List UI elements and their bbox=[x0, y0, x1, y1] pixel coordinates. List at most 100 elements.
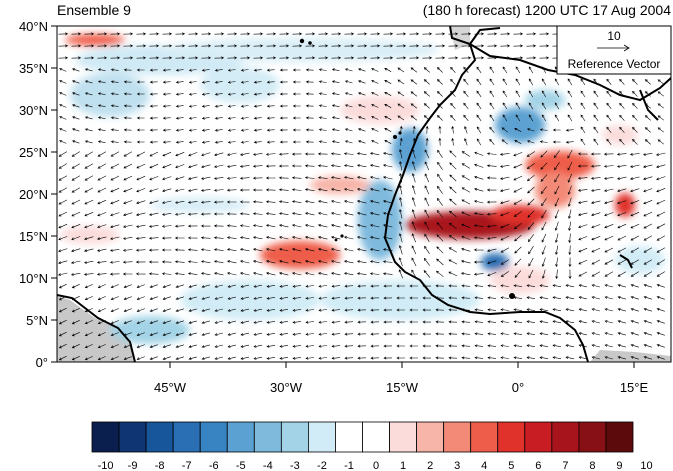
wind-arrow bbox=[278, 164, 289, 168]
wind-arrow bbox=[437, 173, 443, 182]
wind-arrow bbox=[486, 152, 497, 156]
wind-arrow bbox=[188, 164, 198, 169]
wind-arrow bbox=[448, 56, 459, 60]
wind-arrow bbox=[591, 271, 601, 277]
wind-arrow bbox=[617, 259, 627, 265]
wind-arrow bbox=[593, 114, 599, 122]
wind-arrow bbox=[539, 332, 549, 336]
wind-arrow bbox=[357, 44, 368, 48]
wind-arrow bbox=[110, 68, 119, 72]
wind-arrow bbox=[136, 163, 146, 169]
wind-arrow bbox=[424, 161, 430, 171]
wind-arrow bbox=[451, 137, 455, 146]
wind-arrow bbox=[213, 272, 224, 276]
wind-arrow bbox=[370, 356, 380, 360]
wind-arrow bbox=[343, 236, 354, 240]
wind-arrow bbox=[539, 128, 548, 132]
wind-arrow bbox=[617, 284, 626, 288]
wind-arrow bbox=[58, 32, 69, 36]
wind-arrow bbox=[461, 272, 471, 276]
wind-arrow bbox=[279, 128, 288, 132]
wind-arrow bbox=[399, 148, 403, 159]
wind-arrow bbox=[555, 269, 559, 280]
wind-arrow bbox=[630, 284, 639, 288]
wind-arrow bbox=[240, 56, 251, 60]
wind-arrow bbox=[515, 78, 521, 86]
wind-arrow bbox=[239, 188, 250, 192]
wind-arrow bbox=[357, 356, 367, 360]
wind-arrow bbox=[500, 200, 510, 205]
wind-arrow bbox=[591, 296, 600, 300]
wind-arrow bbox=[317, 176, 328, 180]
wind-arrow bbox=[552, 356, 562, 360]
wind-arrow bbox=[97, 296, 106, 301]
wind-arrow bbox=[136, 344, 145, 349]
wind-arrow bbox=[123, 212, 133, 217]
wind-arrow bbox=[227, 284, 236, 288]
wind-arrow bbox=[591, 212, 601, 217]
wind-arrow bbox=[657, 127, 664, 133]
wind-arrow bbox=[175, 344, 184, 348]
wind-arrow bbox=[84, 140, 93, 144]
wind-arrow bbox=[239, 164, 250, 168]
wind-arrow bbox=[450, 102, 456, 109]
wind-arrow bbox=[266, 128, 275, 132]
wind-arrow bbox=[266, 68, 275, 72]
wind-arrow bbox=[526, 44, 537, 48]
wind-arrow bbox=[109, 272, 120, 276]
wind-arrow bbox=[539, 44, 550, 48]
wind-arrow bbox=[369, 272, 380, 276]
wind-arrow bbox=[577, 152, 588, 156]
wind-arrow bbox=[580, 138, 586, 146]
wind-arrow bbox=[84, 128, 93, 132]
wind-arrow bbox=[436, 210, 444, 218]
colorbar-label: 4 bbox=[481, 460, 487, 471]
wind-arrow bbox=[148, 224, 159, 228]
wind-arrow bbox=[84, 187, 94, 193]
wind-arrow bbox=[279, 356, 289, 360]
wind-arrow bbox=[96, 260, 107, 264]
wind-arrow bbox=[486, 200, 497, 204]
wind-arrow bbox=[449, 186, 457, 194]
wind-arrow bbox=[304, 236, 315, 240]
wind-arrow bbox=[214, 260, 224, 264]
wind-arrow bbox=[344, 104, 353, 108]
wind-arrow bbox=[473, 200, 484, 204]
wind-arrow bbox=[344, 56, 355, 60]
wind-arrow bbox=[305, 56, 316, 60]
wind-arrow bbox=[476, 138, 482, 146]
wind-arrow bbox=[71, 332, 80, 337]
latitude-axis: 40°N 35°N 30°N 25°N 20°N 15°N 10°N 5°N 0° bbox=[19, 19, 57, 370]
wind-arrow bbox=[214, 80, 223, 84]
wind-arrow bbox=[240, 320, 250, 324]
wind-arrow bbox=[279, 212, 289, 216]
colorbar-label: -5 bbox=[236, 460, 246, 471]
wind-arrow bbox=[502, 66, 508, 74]
wind-arrow bbox=[240, 32, 251, 36]
wind-arrow bbox=[292, 56, 303, 60]
wind-arrow bbox=[84, 151, 93, 157]
wind-arrow bbox=[59, 92, 67, 96]
wind-arrow bbox=[528, 257, 534, 267]
wind-arrow bbox=[136, 140, 145, 144]
wind-arrow bbox=[603, 164, 614, 168]
wind-arrow bbox=[656, 259, 665, 265]
wind-arrow bbox=[344, 272, 354, 276]
wind-arrow bbox=[227, 296, 236, 300]
wind-arrow bbox=[84, 332, 93, 337]
wind-arrow bbox=[461, 235, 471, 240]
wind-arrow bbox=[593, 138, 599, 146]
wind-arrow bbox=[554, 209, 559, 219]
wind-arrow bbox=[110, 56, 121, 60]
wind-arrow bbox=[539, 284, 549, 288]
lon-tick-label: 15°E bbox=[620, 380, 649, 395]
wind-arrow bbox=[110, 92, 119, 96]
wind-arrow bbox=[240, 128, 249, 132]
colorbar-swatch bbox=[416, 421, 445, 453]
wind-arrow bbox=[399, 184, 403, 195]
colorbar-label: 7 bbox=[562, 460, 568, 471]
wind-arrow bbox=[291, 200, 302, 204]
wind-arrow bbox=[266, 308, 276, 312]
lat-tick-label: 20°N bbox=[19, 187, 48, 202]
wind-arrow bbox=[567, 185, 572, 195]
